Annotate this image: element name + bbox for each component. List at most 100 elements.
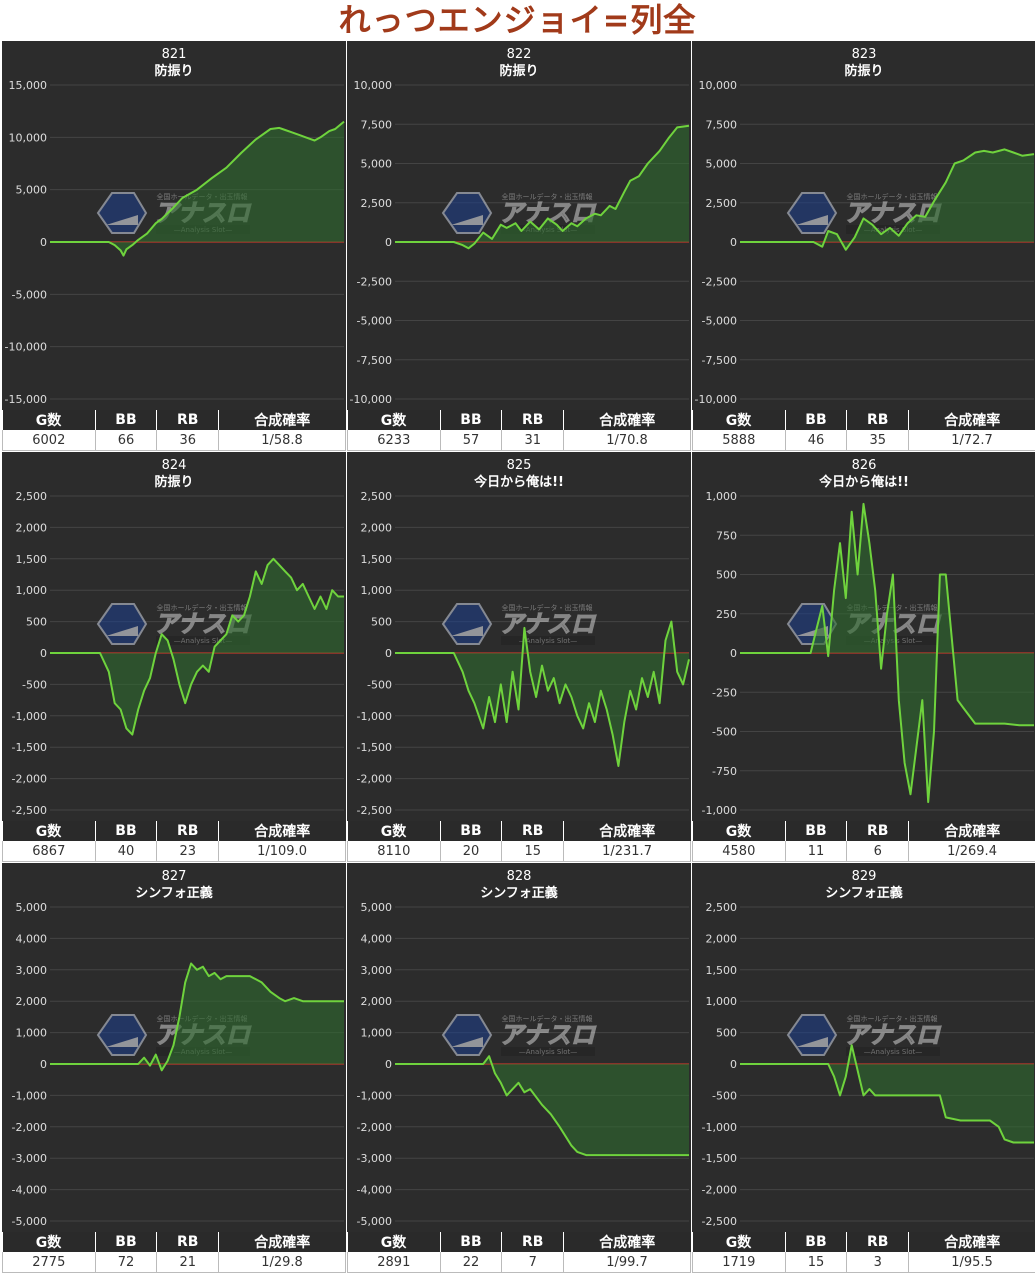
- y-tick-label: -2,500: [702, 275, 737, 288]
- y-tick-label: 1,000: [361, 1027, 393, 1040]
- stats-table: G数 BB RB 合成確率 2891 22 7 1/99.7: [347, 1232, 691, 1273]
- stats-header: BB: [95, 410, 158, 431]
- chart-panel-825: 825 今日から俺は!! 2,500 2,000 1,500 1,000 500 0 -500 -…: [347, 452, 691, 863]
- y-tick-label: 250: [716, 608, 737, 621]
- stats-table: G数 BB RB 合成確率 6002 66 36 1/58.8: [2, 410, 346, 452]
- y-tick-label: 2,500: [706, 901, 738, 914]
- stat-rb: 21: [156, 1252, 220, 1273]
- stats-header: G数: [692, 1232, 786, 1253]
- stat-probability: 1/72.7: [908, 430, 1035, 452]
- area-fill: [395, 125, 689, 249]
- chart-area: 821 防振り 15,000 10,000 5,000 0 -5,000 -10,000 -15…: [2, 41, 346, 410]
- stat-probability: 1/58.8: [218, 430, 346, 452]
- stat-games: 2891: [347, 1252, 441, 1273]
- y-tick-label: 2,000: [706, 932, 738, 945]
- chart-title: 823: [852, 47, 877, 62]
- y-tick-label: 500: [371, 616, 392, 629]
- chart-subtitle: 防振り: [154, 474, 193, 490]
- stat-probability: 1/29.8: [218, 1252, 346, 1273]
- stat-probability: 1/70.8: [563, 430, 691, 452]
- chart-subtitle: 今日から俺は!!: [473, 474, 564, 490]
- y-tick-label: 10,000: [699, 79, 738, 92]
- stats-header: 合成確率: [908, 410, 1035, 431]
- stats-header: BB: [95, 1232, 158, 1253]
- watermark-brand: アナスロ: [499, 610, 597, 638]
- chart-panel-824: 824 防振り 2,500 2,000 1,500 1,000 500 0 -500 -1,000…: [2, 452, 346, 863]
- y-tick-label: 5,000: [16, 901, 48, 914]
- stats-header: BB: [785, 1232, 848, 1253]
- y-tick-label: 1,000: [706, 995, 738, 1008]
- y-tick-label: -15,000: [5, 393, 47, 406]
- stats-header: RB: [501, 410, 565, 431]
- stat-games: 2775: [2, 1252, 96, 1273]
- stats-header: 合成確率: [218, 410, 346, 431]
- stat-probability: 1/269.4: [908, 841, 1035, 863]
- y-tick-label: 15,000: [9, 79, 48, 92]
- y-tick-label: -750: [712, 765, 737, 778]
- y-tick-label: -3,000: [357, 1152, 392, 1165]
- y-tick-label: 2,500: [16, 490, 48, 503]
- y-tick-label: -2,000: [702, 1184, 737, 1197]
- series-line: [740, 502, 1034, 804]
- watermark-subtitle: —Analysis Slot—: [519, 637, 577, 645]
- y-tick-label: -500: [712, 726, 737, 739]
- stat-games: 6867: [2, 841, 96, 863]
- stat-bb: 66: [94, 430, 158, 452]
- stats-header: RB: [156, 1232, 220, 1253]
- y-tick-label: -2,000: [12, 1121, 47, 1134]
- y-tick-label: 3,000: [16, 964, 48, 977]
- y-tick-label: 2,000: [16, 995, 48, 1008]
- stats-table: G数 BB RB 合成確率 8110 20 15 1/231.7: [347, 821, 691, 863]
- stat-probability: 1/99.7: [563, 1252, 691, 1273]
- y-tick-label: 1,500: [361, 553, 393, 566]
- y-tick-label: -1,500: [702, 1152, 737, 1165]
- stats-header: G数: [2, 1232, 96, 1253]
- stat-probability: 1/231.7: [563, 841, 691, 863]
- y-tick-label: 0: [40, 1058, 47, 1071]
- stat-rb: 23: [156, 841, 220, 863]
- series-line: [50, 557, 344, 736]
- y-tick-label: -1,000: [12, 710, 47, 723]
- stats-header: RB: [156, 410, 220, 431]
- stats-header: G数: [347, 821, 441, 842]
- stat-rb: 36: [156, 430, 220, 452]
- watermark-tagline: 全国ホールデータ・出玉情報: [502, 192, 593, 201]
- chart-subtitle: シンフォ正義: [135, 885, 213, 901]
- chart-panel-826: 826 今日から俺は!! 1,000 750 500 250 0 -250 -500 -750 -1…: [692, 452, 1035, 863]
- stat-rb: 6: [846, 841, 910, 863]
- stat-bb: 57: [439, 430, 503, 452]
- series-line: [395, 124, 690, 250]
- y-tick-label: 2,000: [16, 521, 48, 534]
- stats-header: 合成確率: [908, 1232, 1035, 1253]
- y-tick-label: 0: [40, 647, 47, 660]
- stats-header: RB: [846, 1232, 910, 1253]
- chart-title: 821: [162, 47, 187, 62]
- y-tick-label: 1,000: [361, 584, 393, 597]
- area-fill: [50, 121, 344, 256]
- series-line: [395, 1055, 689, 1157]
- chart-panel-829: 829 シンフォ正義 2,500 2,000 1,500 1,000 500 0 -500 -1,…: [692, 863, 1035, 1273]
- series-line: [395, 620, 690, 767]
- y-tick-label: 0: [385, 647, 392, 660]
- area-fill: [740, 149, 1034, 250]
- stat-probability: 1/109.0: [218, 841, 346, 863]
- y-tick-label: -1,500: [357, 741, 392, 754]
- stats-header: BB: [440, 821, 503, 842]
- watermark-tagline: 全国ホールデータ・出玉情報: [502, 1014, 593, 1023]
- watermark-tagline: 全国ホールデータ・出玉情報: [847, 192, 938, 201]
- y-tick-label: -10,000: [5, 341, 47, 354]
- y-tick-label: 1,500: [16, 553, 48, 566]
- stat-games: 6002: [2, 430, 96, 452]
- y-tick-label: -1,500: [12, 741, 47, 754]
- stats-header: 合成確率: [908, 821, 1035, 842]
- y-tick-label: -5,000: [357, 1215, 392, 1228]
- y-tick-label: 500: [716, 1027, 737, 1040]
- y-tick-label: -4,000: [357, 1184, 392, 1197]
- y-tick-label: -7,500: [702, 354, 737, 367]
- chart-title: 822: [507, 47, 532, 62]
- y-tick-label: 5,000: [16, 184, 48, 197]
- y-tick-label: 0: [40, 236, 47, 249]
- y-tick-label: 750: [716, 529, 737, 542]
